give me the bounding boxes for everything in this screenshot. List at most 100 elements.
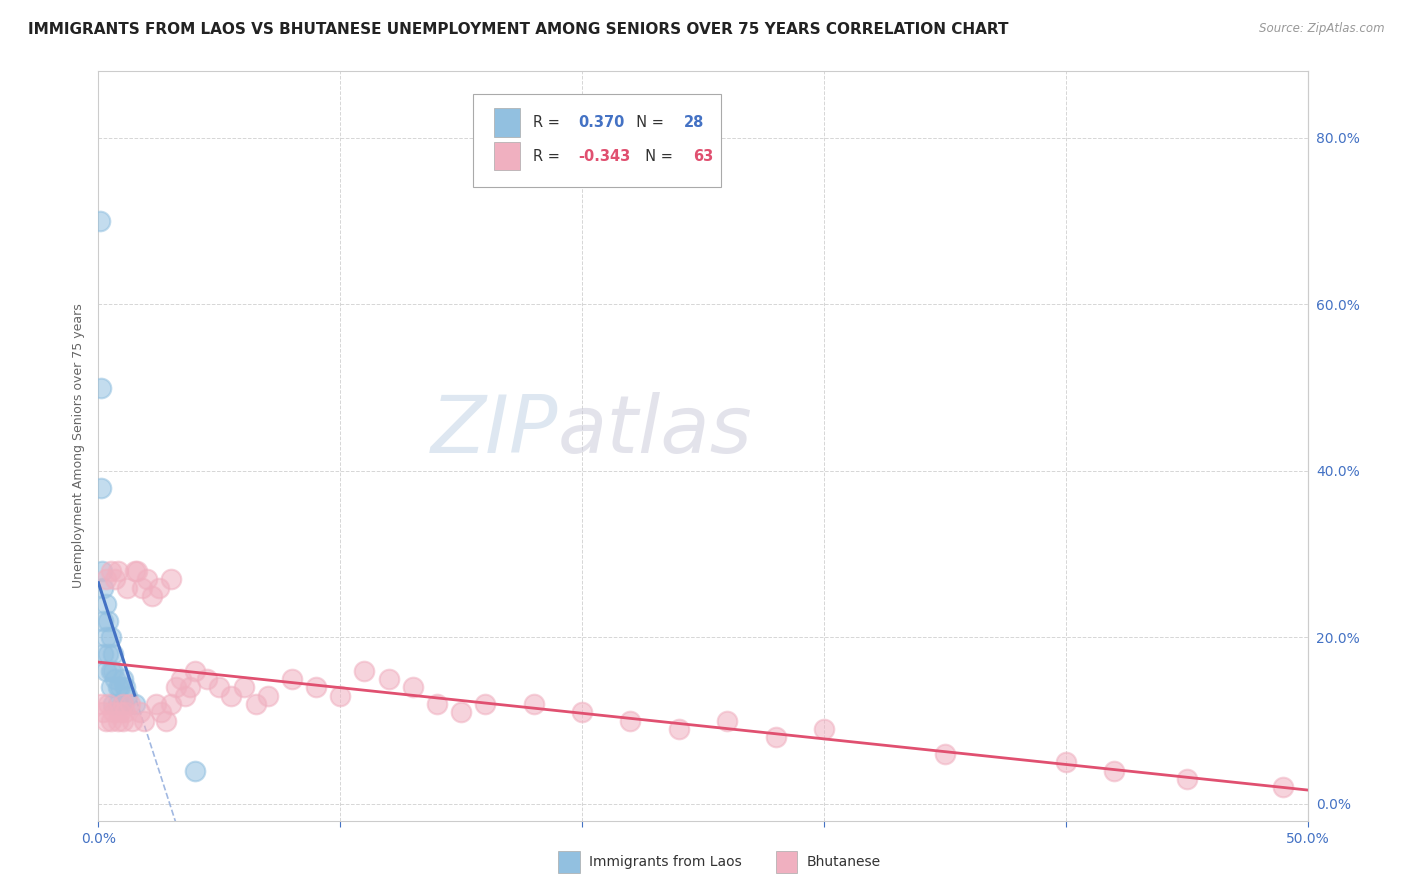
Point (107, 564, 129, 578)
Point (245, 697, 267, 711)
Point (108, 681, 131, 695)
Point (256, 689, 278, 703)
Point (165, 681, 187, 695)
Point (174, 689, 197, 703)
Point (91, 581, 114, 595)
Point (1272, 780, 1295, 795)
Text: Source: ZipAtlas.com: Source: ZipAtlas.com (1260, 22, 1385, 36)
Point (377, 672, 399, 686)
Point (145, 697, 167, 711)
Point (184, 664, 207, 678)
Point (111, 697, 134, 711)
Point (1102, 764, 1125, 778)
Point (1175, 772, 1198, 786)
Point (97, 697, 120, 711)
Point (107, 697, 129, 711)
Point (94, 664, 117, 678)
Point (104, 572, 127, 586)
Point (281, 672, 304, 686)
Point (91, 706, 114, 720)
Point (114, 706, 136, 720)
FancyBboxPatch shape (474, 94, 721, 187)
Point (91, 647, 114, 661)
Point (571, 706, 593, 720)
Point (91, 564, 114, 578)
Point (131, 581, 153, 595)
Point (169, 672, 191, 686)
Text: Bhutanese: Bhutanese (807, 855, 882, 869)
Text: atlas: atlas (558, 392, 752, 470)
Point (107, 681, 129, 695)
Point (155, 714, 177, 728)
Point (934, 747, 956, 761)
Point (765, 731, 787, 745)
Point (619, 714, 641, 728)
Point (141, 589, 163, 603)
Point (111, 672, 134, 686)
Point (402, 681, 425, 695)
Point (179, 681, 201, 695)
Point (150, 706, 173, 720)
Point (127, 564, 149, 578)
Point (100, 714, 122, 728)
Text: N =: N = (627, 115, 668, 130)
Point (128, 706, 150, 720)
Point (1054, 756, 1077, 770)
Point (97, 647, 120, 661)
Point (107, 714, 129, 728)
Point (160, 572, 183, 586)
Point (100, 631, 122, 645)
Point (232, 681, 254, 695)
Point (91, 614, 114, 628)
Point (108, 706, 131, 720)
FancyBboxPatch shape (494, 142, 520, 170)
Point (813, 722, 835, 736)
Point (208, 681, 231, 695)
Point (184, 764, 207, 778)
Point (90, 481, 112, 495)
Point (111, 714, 134, 728)
Point (104, 672, 127, 686)
Point (134, 714, 156, 728)
Point (100, 564, 122, 578)
Point (114, 681, 136, 695)
Point (117, 689, 139, 703)
Point (101, 706, 124, 720)
Text: N =: N = (637, 149, 678, 163)
Point (195, 672, 218, 686)
Point (101, 664, 124, 678)
Point (148, 581, 170, 595)
Point (97, 614, 120, 628)
Point (329, 689, 352, 703)
Point (94, 631, 117, 645)
Point (160, 697, 183, 711)
Point (117, 581, 139, 595)
Text: 63: 63 (693, 149, 714, 163)
Text: 28: 28 (683, 115, 704, 130)
Point (353, 664, 375, 678)
Point (101, 697, 124, 711)
Point (94, 572, 117, 586)
Text: R =: R = (533, 115, 564, 130)
Point (124, 697, 146, 711)
Point (523, 697, 546, 711)
Text: ZIP: ZIP (430, 392, 558, 470)
Point (89, 214, 111, 228)
Point (100, 664, 122, 678)
Point (118, 697, 141, 711)
Point (101, 647, 124, 661)
Point (94, 714, 117, 728)
Point (668, 722, 690, 736)
Point (221, 689, 243, 703)
Point (135, 572, 157, 586)
Point (90, 381, 112, 395)
Point (94, 597, 117, 611)
Point (124, 564, 146, 578)
Point (426, 697, 449, 711)
FancyBboxPatch shape (776, 851, 797, 873)
FancyBboxPatch shape (494, 108, 520, 136)
Point (121, 714, 143, 728)
Y-axis label: Unemployment Among Seniors over 75 years: Unemployment Among Seniors over 75 years (72, 303, 86, 589)
Point (716, 714, 738, 728)
Text: Immigrants from Laos: Immigrants from Laos (589, 855, 742, 869)
